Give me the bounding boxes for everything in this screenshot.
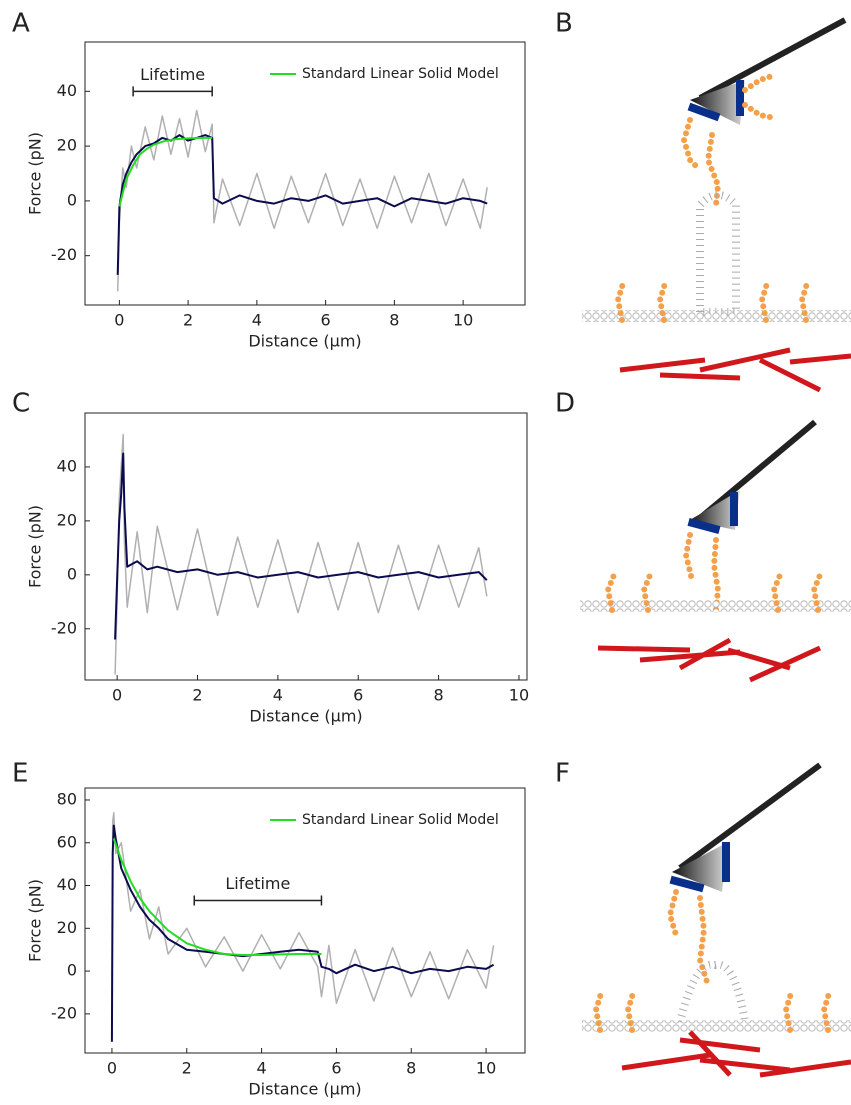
protein [704, 132, 722, 208]
plot-frame [84, 787, 526, 1054]
cantilever [698, 17, 847, 101]
actin [597, 637, 822, 683]
x-tick-label: 0 [112, 686, 122, 705]
y-tick-label: 0 [67, 190, 77, 209]
y-tick-label: 40 [57, 456, 77, 475]
legend-text: Standard Linear Solid Model [302, 812, 499, 828]
y-tick-label: -20 [51, 245, 77, 264]
x-axis-label: Distance (μm) [248, 332, 361, 351]
antibody [687, 517, 721, 535]
y-tick-label: 20 [57, 136, 77, 155]
panel-label: D [555, 389, 575, 419]
membrane [582, 310, 851, 322]
antibody [730, 492, 738, 526]
series-line [116, 134, 488, 275]
x-tick-label: 2 [183, 311, 193, 330]
series-line [114, 452, 488, 640]
y-axis-label: Force (pN) [26, 879, 45, 962]
y-tick-label: 0 [67, 564, 77, 583]
y-axis-label: Force (pN) [26, 132, 45, 215]
antibody [669, 875, 705, 893]
series-line [110, 824, 495, 1042]
x-tick-label: 2 [182, 1059, 192, 1078]
tip [690, 80, 745, 125]
protein [682, 532, 695, 583]
panel-label: A [12, 9, 30, 39]
series-line [112, 838, 322, 956]
x-axis-label: Distance (μm) [249, 707, 362, 726]
diagram-detach [580, 419, 851, 683]
x-tick-label: 2 [192, 686, 202, 705]
x-tick-label: 10 [453, 311, 473, 330]
y-tick-label: 60 [57, 832, 77, 851]
protein [710, 537, 722, 613]
plot-frame [84, 412, 528, 681]
antibody [687, 102, 721, 122]
lifetime-bracket [132, 86, 213, 97]
x-tick-label: 4 [252, 311, 262, 330]
y-tick-label: 20 [57, 510, 77, 529]
annotation: Lifetime [140, 65, 205, 84]
actin [621, 1030, 851, 1078]
protein [666, 889, 679, 938]
protein [742, 72, 778, 93]
y-tick-label: 0 [67, 961, 77, 980]
cantilever [678, 762, 822, 871]
x-tick-label: 6 [321, 311, 331, 330]
actin [619, 347, 851, 393]
diagram-multi-tether [582, 762, 851, 1078]
tip [672, 842, 728, 892]
annotation: Lifetime [225, 874, 290, 893]
protein [680, 117, 703, 173]
x-tick-label: 4 [257, 1059, 267, 1078]
x-tick-label: 8 [389, 311, 399, 330]
x-tick-label: 0 [114, 311, 124, 330]
lifetime-bracket [193, 895, 323, 906]
series-line [111, 812, 495, 1042]
y-tick-label: 20 [57, 918, 77, 937]
x-tick-label: 0 [107, 1059, 117, 1078]
antibody [722, 842, 730, 882]
protein [696, 895, 711, 988]
y-axis-label: Force (pN) [26, 505, 45, 588]
y-tick-label: -20 [51, 618, 77, 637]
proteins [592, 987, 833, 1033]
x-tick-label: 4 [273, 686, 283, 705]
x-axis-label: Distance (μm) [248, 1080, 361, 1099]
x-tick-label: 6 [353, 686, 363, 705]
membrane-bump [676, 960, 749, 1023]
plot-frame [84, 41, 526, 306]
diagram-tether [582, 17, 851, 393]
y-tick-label: 40 [57, 81, 77, 100]
proteins [604, 572, 823, 613]
membrane [580, 600, 851, 612]
tip [690, 490, 740, 530]
panel-label: C [12, 389, 30, 419]
x-tick-label: 8 [434, 686, 444, 705]
x-tick-label: 10 [476, 1059, 496, 1078]
y-tick-label: -20 [51, 1003, 77, 1022]
x-tick-label: 6 [331, 1059, 341, 1078]
legend-text: Standard Linear Solid Model [302, 66, 499, 82]
membrane-tube [696, 191, 740, 316]
series-line [118, 136, 213, 207]
proteins [614, 277, 811, 323]
y-tick-label: 80 [57, 789, 77, 808]
membrane [582, 1020, 851, 1032]
y-tick-label: 40 [57, 875, 77, 894]
x-tick-label: 10 [509, 686, 529, 705]
protein [742, 102, 778, 121]
series-line [114, 433, 488, 675]
panel-label: B [555, 9, 573, 39]
cantilever [698, 419, 817, 521]
panel-label: F [555, 759, 570, 789]
panel-label: E [12, 759, 28, 789]
antibody [736, 80, 744, 116]
x-tick-label: 8 [406, 1059, 416, 1078]
